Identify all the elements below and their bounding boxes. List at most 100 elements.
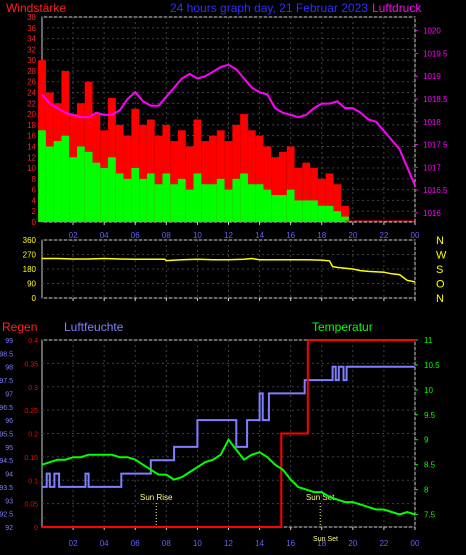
gust-bar — [232, 124, 241, 222]
wind-bar — [92, 162, 101, 222]
wind-bar — [193, 173, 202, 222]
rain-xtick-label: 06 — [131, 539, 140, 548]
humidity-line — [42, 365, 415, 488]
wind-xtick-label: 02 — [69, 231, 78, 240]
rain-xtick-label: 16 — [286, 539, 295, 548]
rain-xtick-label: 20 — [348, 539, 357, 548]
wind-ytick-label: 38 — [27, 13, 36, 22]
gust-bar — [185, 146, 194, 222]
direction-ytick-label: 360 — [23, 236, 37, 245]
humidity-ytick-label: 98 — [5, 365, 13, 372]
gust-bar — [286, 146, 295, 222]
wind-bar — [154, 184, 163, 222]
wind-bar — [302, 200, 311, 222]
wind-ytick-label: 8 — [32, 175, 37, 184]
wind-ytick-label: 2 — [32, 207, 37, 216]
pressure-ytick-label: 1017.5 — [423, 141, 448, 150]
temperature-ytick-label: 9 — [424, 436, 429, 445]
gust-bar — [333, 184, 342, 222]
humidity-ytick-label: 95.5 — [0, 432, 13, 439]
pressure-ytick-label: 1017 — [423, 163, 441, 172]
wind-bar — [294, 200, 303, 222]
humidity-ytick-label: 94 — [5, 472, 13, 479]
wind-ytick-label: 24 — [27, 89, 36, 98]
temperature-ytick-label: 8.5 — [424, 461, 436, 470]
wind-bar — [123, 178, 132, 222]
pressure-ytick-label: 1016.5 — [423, 186, 448, 195]
gust-bar — [294, 168, 303, 222]
direction-compass-label: S — [436, 264, 443, 276]
wind-bar — [100, 168, 109, 222]
wind-bar — [255, 184, 264, 222]
humidity-ytick-label: 96 — [5, 418, 13, 425]
rain-ytick-label: 0.3 — [28, 385, 38, 392]
wind-ytick-label: 34 — [27, 35, 36, 44]
direction-ytick-label: 90 — [27, 280, 36, 289]
wind-bar — [76, 146, 85, 222]
wind-ytick-label: 22 — [27, 99, 36, 108]
direction-ytick-label: 180 — [23, 265, 37, 274]
wind-bar — [333, 211, 342, 222]
pressure-ytick-label: 1019 — [423, 72, 441, 81]
pressure-ytick-label: 1016 — [423, 209, 441, 218]
wind-bar — [84, 151, 93, 222]
gust-bar — [177, 130, 186, 222]
wind-bar — [177, 178, 186, 222]
wind-xtick-label: 10 — [193, 231, 202, 240]
temperature-ytick-label: 10.5 — [424, 361, 440, 370]
humidity-ytick-label: 93 — [5, 498, 13, 505]
wind-ytick-label: 6 — [32, 186, 37, 195]
wind-bar — [209, 184, 217, 222]
humidity-ytick-label: 92.5 — [0, 512, 13, 519]
wind-bar — [115, 173, 124, 222]
rain-xtick-label: 18 — [317, 539, 326, 548]
temperature-ytick-label: 8 — [424, 486, 429, 495]
wind-xtick-label: 12 — [224, 231, 233, 240]
rain-ytick-label: 0 — [34, 525, 38, 532]
gust-bar — [310, 168, 318, 222]
wind-bar — [131, 168, 140, 222]
gust-bar — [170, 141, 178, 222]
rain-xtick-label: 10 — [193, 539, 202, 548]
gust-bar — [271, 157, 280, 222]
gust-bar — [216, 130, 225, 222]
humidity-ytick-label: 97.5 — [0, 378, 13, 385]
sun-marker-label: Sun Rise — [140, 493, 173, 502]
gust-bar — [317, 178, 326, 222]
pressure-axis-title: Luftdruck — [372, 1, 422, 15]
wind-axis-title: Windstärke — [6, 1, 66, 15]
wind-bar — [263, 189, 272, 222]
wind-xtick-label: 18 — [317, 231, 326, 240]
direction-compass-label: N — [436, 235, 444, 247]
direction-compass-label: N — [436, 293, 444, 305]
wind-bar — [279, 195, 287, 222]
humidity-ytick-label: 96.5 — [0, 405, 13, 412]
wind-bar — [108, 157, 116, 222]
wind-ytick-label: 18 — [27, 121, 36, 130]
wind-ytick-label: 12 — [27, 153, 36, 162]
wind-ytick-label: 26 — [27, 78, 36, 87]
rain-line — [42, 339, 415, 528]
direction-compass-label: W — [436, 250, 447, 262]
wind-xtick-label: 20 — [348, 231, 357, 240]
rain-ytick-label: 0.1 — [28, 478, 38, 485]
gust-bar — [154, 135, 163, 222]
rain-ytick-label: 0.25 — [24, 408, 38, 415]
gust-bar — [341, 205, 349, 222]
sun-marker-label: Sun Set — [313, 536, 338, 543]
wind-bar — [201, 184, 210, 222]
rain-ytick-label: 0.35 — [24, 361, 38, 368]
wind-xtick-label: 16 — [286, 231, 295, 240]
gust-bar — [139, 124, 147, 222]
pressure-ytick-label: 1020 — [423, 27, 441, 36]
humidity-ytick-label: 97 — [5, 391, 13, 398]
temperature-ytick-label: 10 — [424, 386, 433, 395]
gust-bar — [302, 162, 311, 222]
rain-xtick-label: 02 — [69, 539, 78, 548]
direction-line — [42, 257, 416, 283]
wind-bar — [271, 195, 280, 222]
pressure-ytick-label: 1018 — [423, 118, 441, 127]
pressure-line — [41, 63, 416, 186]
gust-bar — [131, 108, 140, 222]
sun-marker-label: Sun Set — [306, 493, 335, 502]
